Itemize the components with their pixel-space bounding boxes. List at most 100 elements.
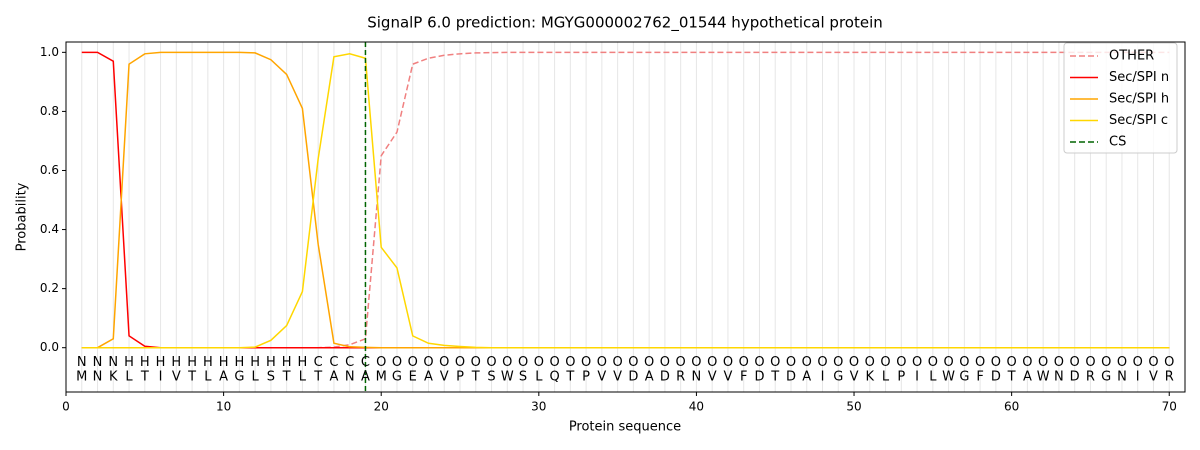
region-label: O xyxy=(423,355,433,370)
residue-label: T xyxy=(565,370,574,385)
residue-label: N xyxy=(345,370,355,385)
x-tick-label: 50 xyxy=(846,400,861,414)
legend-label: Sec/SPI c xyxy=(1109,113,1168,128)
residue-label: T xyxy=(313,370,322,385)
y-tick-label: 0.2 xyxy=(40,281,59,295)
region-label: O xyxy=(1054,355,1064,370)
chart-title: SignalP 6.0 prediction: MGYG000002762_01… xyxy=(367,14,883,33)
region-label: O xyxy=(849,355,859,370)
region-label: H xyxy=(234,355,244,370)
region-label: O xyxy=(597,355,607,370)
region-label: O xyxy=(754,355,764,370)
residue-label: V xyxy=(597,370,606,385)
residue-label: F xyxy=(740,370,747,385)
region-label: C xyxy=(329,355,338,370)
region-label: O xyxy=(1133,355,1143,370)
residue-label: A xyxy=(219,370,228,385)
residue-label: A xyxy=(802,370,811,385)
region-label: C xyxy=(361,355,370,370)
residue-label: T xyxy=(471,370,480,385)
region-label: O xyxy=(518,355,528,370)
x-tick-label: 20 xyxy=(374,400,389,414)
region-label: O xyxy=(1101,355,1111,370)
residue-label: T xyxy=(770,370,779,385)
residue-label: V xyxy=(708,370,717,385)
region-label: H xyxy=(187,355,197,370)
region-label: O xyxy=(691,355,701,370)
residue-label: P xyxy=(582,370,590,385)
residue-label: I xyxy=(915,370,919,385)
residue-label: S xyxy=(267,370,275,385)
region-label: O xyxy=(959,355,969,370)
region-label: O xyxy=(471,355,481,370)
x-tick-label: 10 xyxy=(216,400,231,414)
x-tick-label: 30 xyxy=(531,400,546,414)
region-label: O xyxy=(991,355,1001,370)
region-label: N xyxy=(77,355,87,370)
series-line xyxy=(81,53,1170,349)
region-label: O xyxy=(628,355,638,370)
y-tick-label: 1.0 xyxy=(40,45,59,59)
x-tick-label: 60 xyxy=(1004,400,1019,414)
residue-label: S xyxy=(487,370,495,385)
region-label: O xyxy=(865,355,875,370)
residue-label: N xyxy=(692,370,702,385)
region-label: O xyxy=(439,355,449,370)
x-tick-label: 40 xyxy=(689,400,704,414)
residue-label: I xyxy=(1136,370,1140,385)
region-label: H xyxy=(298,355,308,370)
region-label: O xyxy=(975,355,985,370)
region-label: O xyxy=(943,355,953,370)
residue-label: T xyxy=(187,370,196,385)
residue-label: I xyxy=(159,370,163,385)
region-label: O xyxy=(1148,355,1158,370)
region-label: C xyxy=(345,355,354,370)
residue-label: L xyxy=(929,370,937,385)
region-label: H xyxy=(203,355,213,370)
region-label: O xyxy=(660,355,670,370)
region-label: C xyxy=(314,355,323,370)
residue-label: R xyxy=(676,370,685,385)
region-label: O xyxy=(928,355,938,370)
region-label: O xyxy=(707,355,717,370)
residue-label: V xyxy=(172,370,181,385)
region-label: H xyxy=(219,355,229,370)
residue-label: L xyxy=(204,370,212,385)
residue-label: N xyxy=(1054,370,1064,385)
region-label: O xyxy=(1070,355,1080,370)
legend-label: Sec/SPI n xyxy=(1109,70,1169,85)
residue-label: A xyxy=(645,370,654,385)
residue-label: L xyxy=(125,370,133,385)
residue-label: D xyxy=(786,370,796,385)
region-label: H xyxy=(266,355,276,370)
residue-label: P xyxy=(456,370,464,385)
x-tick-label: 0 xyxy=(62,400,70,414)
region-label: O xyxy=(802,355,812,370)
residue-label: T xyxy=(1007,370,1016,385)
region-label: O xyxy=(581,355,591,370)
region-label: H xyxy=(156,355,166,370)
residue-label: V xyxy=(723,370,732,385)
residue-label: L xyxy=(252,370,260,385)
y-tick-label: 0.0 xyxy=(40,340,59,354)
residue-label: T xyxy=(282,370,291,385)
legend-label: OTHER xyxy=(1109,49,1154,64)
residue-label: M xyxy=(76,370,87,385)
region-label: O xyxy=(833,355,843,370)
region-label: O xyxy=(676,355,686,370)
region-label: N xyxy=(93,355,103,370)
residue-label: M xyxy=(376,370,387,385)
residue-label: G xyxy=(392,370,402,385)
residue-label: W xyxy=(1037,370,1050,385)
series-line xyxy=(81,51,1170,349)
residue-label: Q xyxy=(549,370,559,385)
residue-label: G xyxy=(234,370,244,385)
residue-label: V xyxy=(850,370,859,385)
region-label: O xyxy=(1038,355,1048,370)
residue-label: L xyxy=(299,370,307,385)
region-label: O xyxy=(1022,355,1032,370)
residue-label: V xyxy=(613,370,622,385)
residue-label: W xyxy=(501,370,514,385)
region-label: O xyxy=(1007,355,1017,370)
region-label: O xyxy=(1117,355,1127,370)
